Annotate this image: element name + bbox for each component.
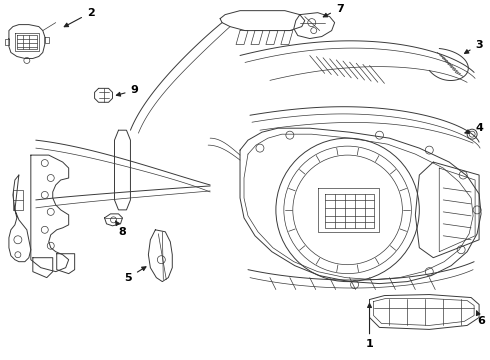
Text: 1: 1: [366, 303, 373, 349]
Text: 3: 3: [465, 40, 483, 53]
Text: 9: 9: [117, 85, 138, 96]
Text: 8: 8: [116, 221, 126, 237]
Text: 6: 6: [476, 311, 485, 327]
Text: 7: 7: [323, 4, 343, 17]
Text: 2: 2: [64, 8, 95, 27]
Text: 5: 5: [124, 267, 146, 283]
Text: 4: 4: [465, 123, 483, 134]
